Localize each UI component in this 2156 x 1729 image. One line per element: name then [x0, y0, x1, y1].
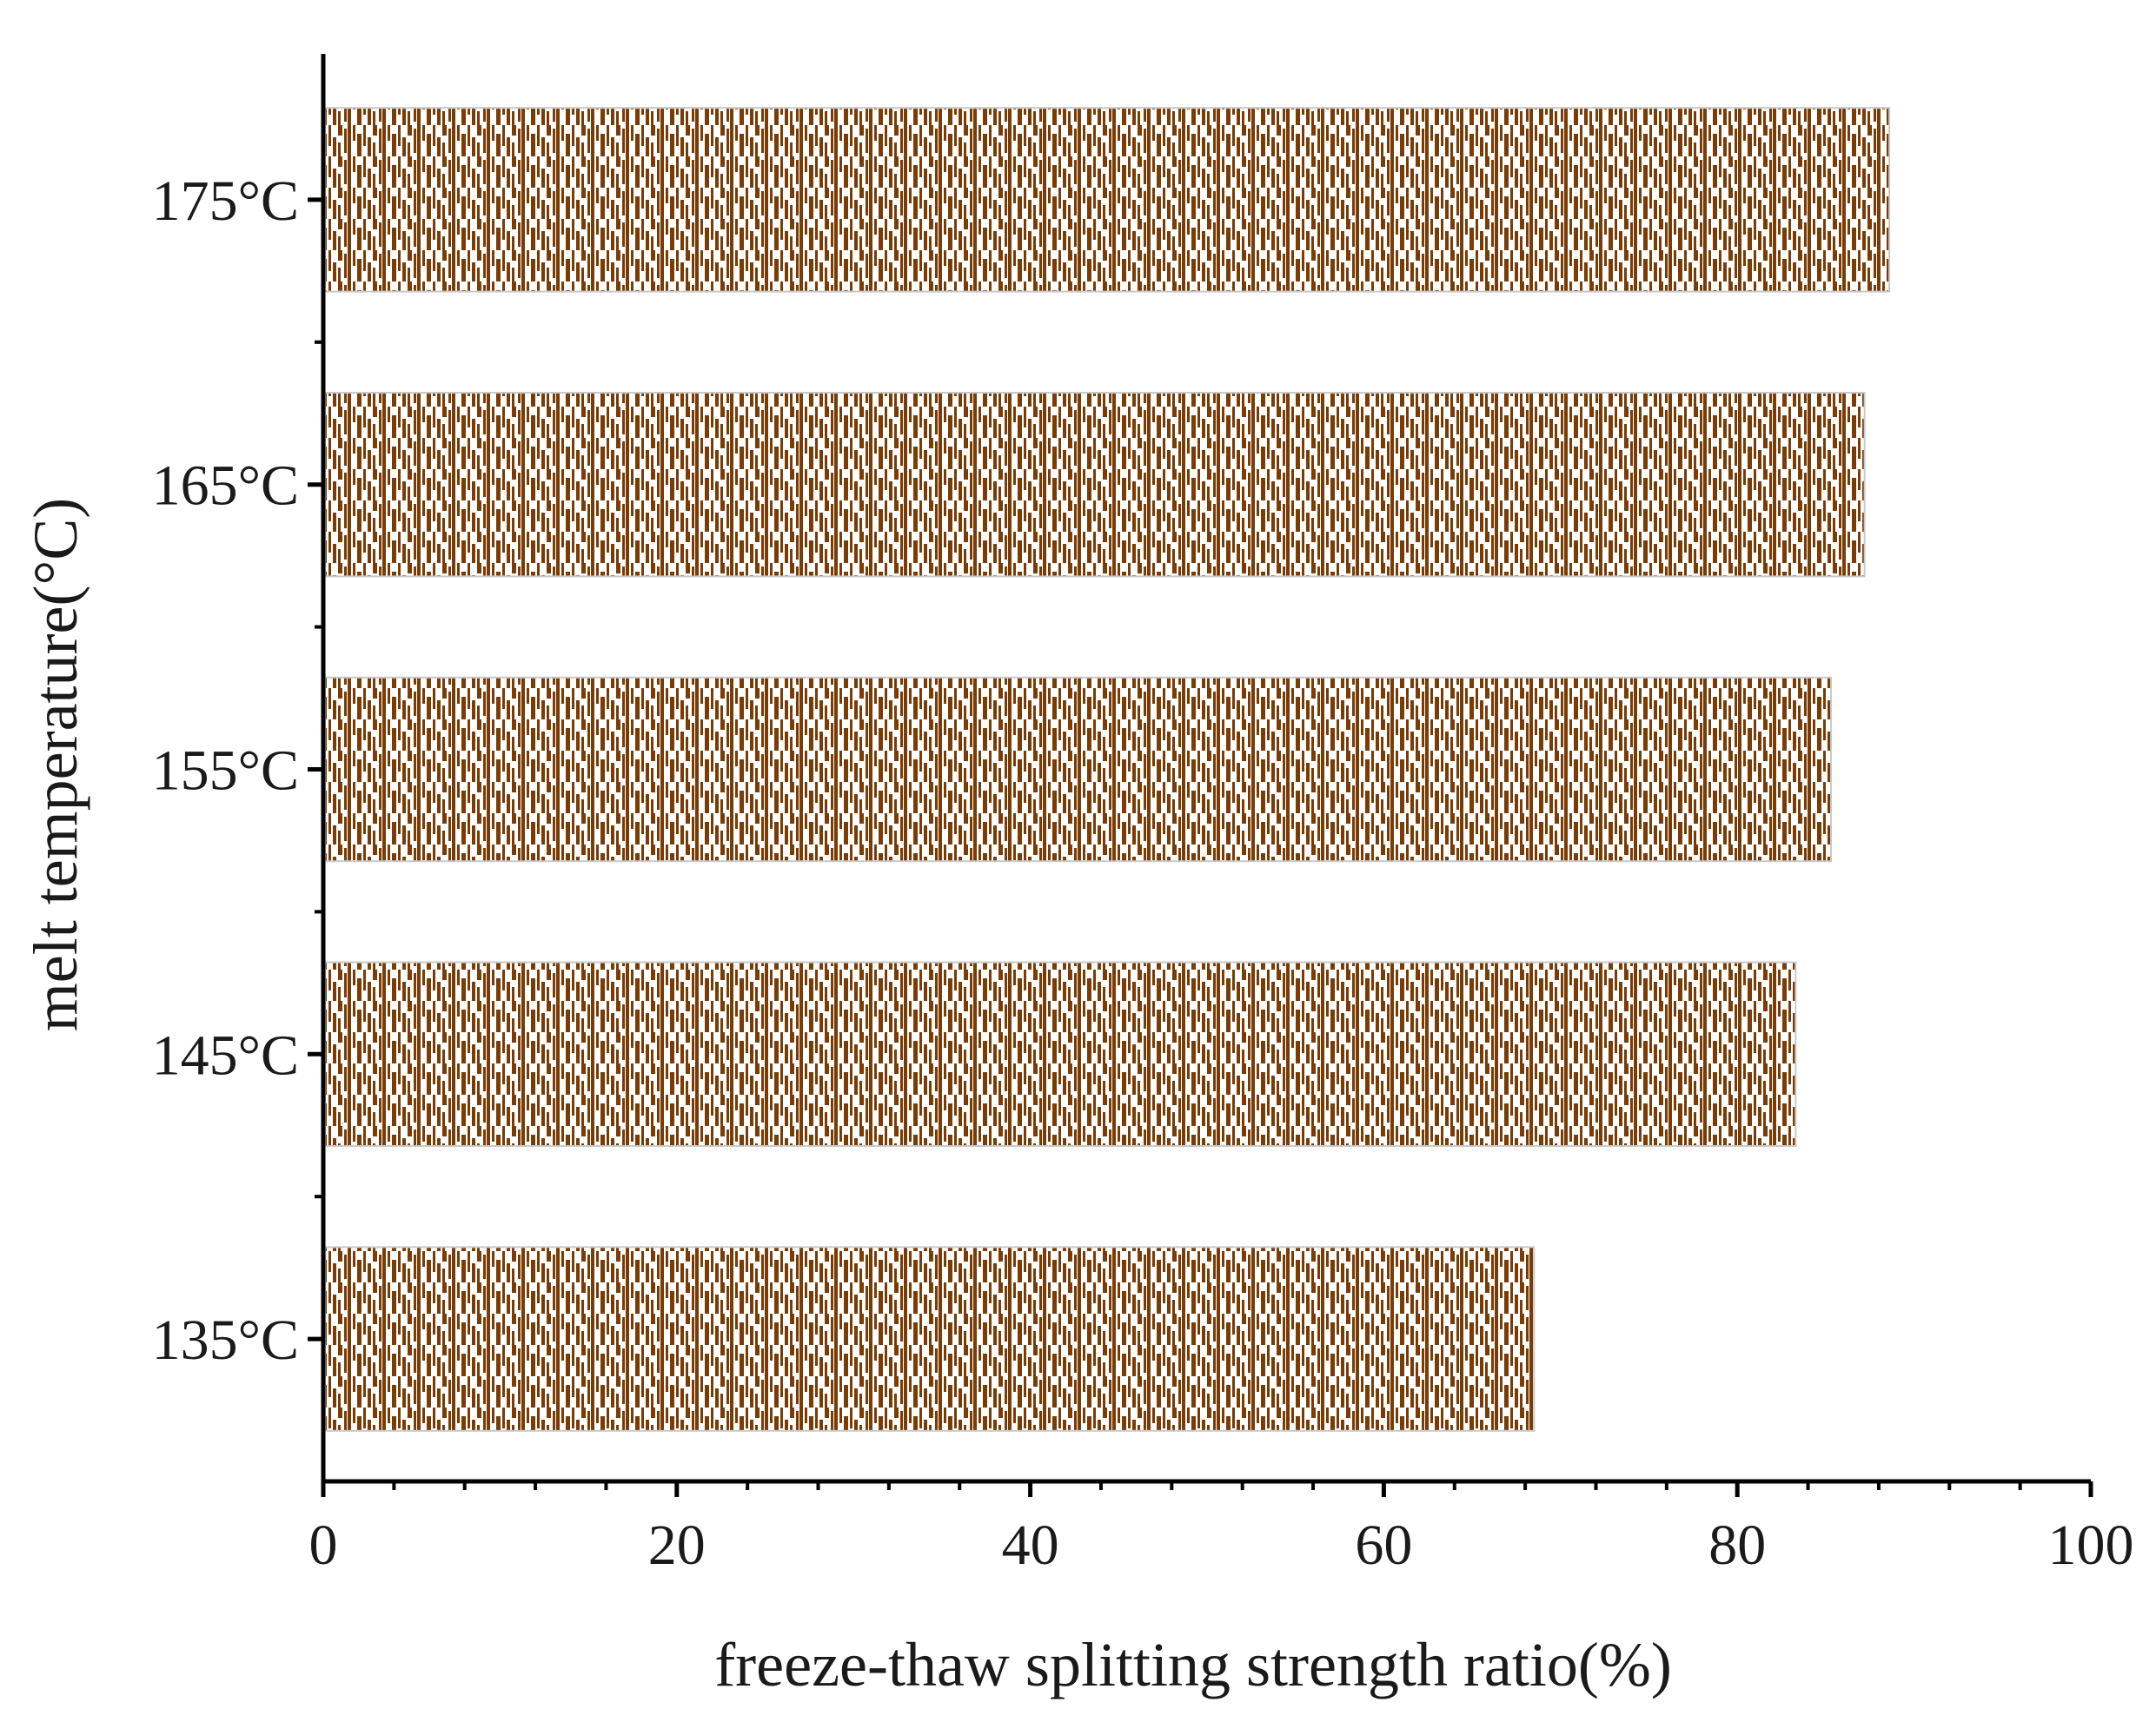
x-axis-title: freeze-thaw splitting strength ratio(%) [714, 1630, 1672, 1699]
bar-135 [324, 1246, 1536, 1432]
x-tick-label: 80 [1708, 1514, 1766, 1577]
x-tick-label: 20 [648, 1514, 706, 1577]
bar-175 [324, 107, 1891, 293]
y-tick-label: 165°C [152, 454, 299, 518]
x-tick-label: 60 [1355, 1514, 1412, 1577]
labels-layer: 135°C 145°C 155°C 165°C 175°C 0 20 40 60 80 100 [152, 169, 2134, 1577]
bar-165 [324, 391, 1866, 578]
bars-layer [324, 107, 1891, 1432]
y-axis-title: melt temperature(°C) [21, 498, 90, 1032]
bar-145 [324, 961, 1797, 1148]
y-tick-label: 135°C [152, 1308, 299, 1372]
x-tick-label: 40 [1002, 1514, 1059, 1577]
bar-155 [324, 676, 1833, 863]
x-tick-label: 100 [2048, 1514, 2134, 1577]
x-tick-label: 0 [309, 1514, 338, 1577]
y-tick-label: 175°C [152, 169, 299, 233]
y-tick-label: 155°C [152, 739, 299, 803]
axes-layer [308, 54, 2093, 1497]
y-tick-label: 145°C [152, 1023, 299, 1087]
